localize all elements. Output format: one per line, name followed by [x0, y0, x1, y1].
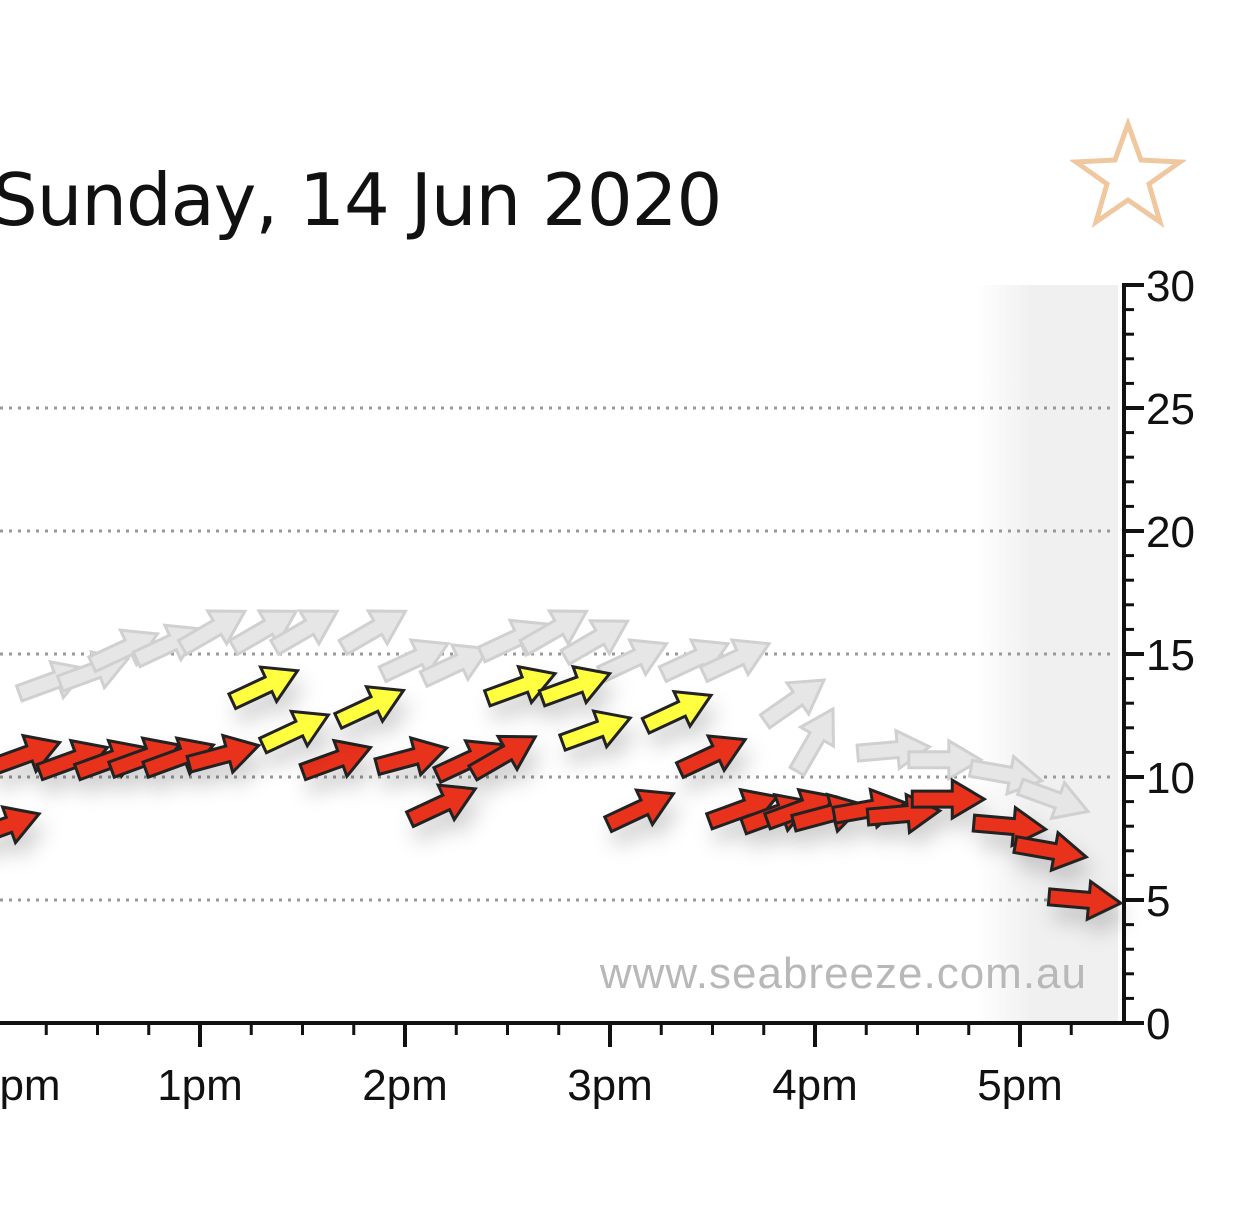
series-gust	[14, 609, 1091, 821]
wind-arrow	[185, 733, 262, 776]
wind-arrow	[0, 805, 42, 848]
x-tick-label: 3pm	[567, 1061, 653, 1110]
highlight-arrow	[332, 684, 407, 731]
gust-arrow	[268, 609, 340, 657]
wind-arrow	[298, 738, 374, 782]
y-tick-label: 5	[1146, 877, 1170, 926]
y-tick-label: 15	[1146, 631, 1195, 680]
wind-arrow	[373, 735, 450, 778]
y-tick-label: 30	[1146, 262, 1195, 311]
y-tick-label: 0	[1146, 1000, 1170, 1049]
page-title: Sunday, 14 Jun 2020	[0, 158, 722, 242]
wind-arrow	[602, 788, 677, 834]
gust-arrow	[907, 738, 984, 782]
wind-arrow	[674, 734, 748, 780]
highlight-arrow	[537, 664, 613, 708]
watermark: www.seabreeze.com.au	[599, 949, 1087, 998]
highlight-arrow	[257, 709, 331, 755]
highlight-arrow	[226, 665, 301, 711]
wind-arrow	[1012, 829, 1090, 873]
highlight-arrow	[640, 689, 714, 736]
x-tick-label: 5pm	[977, 1061, 1063, 1110]
series-wind	[0, 733, 1124, 922]
gust-arrow	[337, 609, 408, 657]
x-tick-label-partial: pm	[0, 1061, 61, 1110]
wind-arrow	[466, 734, 538, 782]
gust-arrow	[176, 609, 248, 657]
gust-arrow	[698, 638, 772, 684]
highlight-arrow	[557, 709, 633, 753]
gust-arrow	[377, 638, 451, 684]
wind-arrow	[404, 783, 478, 829]
gust-arrow	[788, 706, 835, 778]
wind-arrow	[1046, 878, 1124, 922]
gust-arrow	[418, 643, 492, 689]
gust-arrow	[1015, 777, 1091, 821]
gust-arrow	[518, 609, 590, 657]
y-tick-label: 10	[1146, 754, 1195, 803]
gust-arrow	[227, 609, 299, 657]
x-tick-label: 2pm	[362, 1061, 448, 1110]
gust-arrow	[758, 678, 827, 731]
wind-arrow	[0, 733, 63, 777]
y-tick-label: 20	[1146, 508, 1195, 557]
star-outline-icon[interactable]	[1070, 118, 1186, 228]
y-tick-label: 25	[1146, 385, 1195, 434]
gust-arrow	[559, 619, 631, 667]
wind-arrow	[910, 777, 988, 821]
x-tick-label: 1pm	[157, 1061, 243, 1110]
series-highlight	[226, 664, 714, 755]
gust-arrow	[595, 638, 670, 684]
x-tick-label: 4pm	[772, 1061, 858, 1110]
